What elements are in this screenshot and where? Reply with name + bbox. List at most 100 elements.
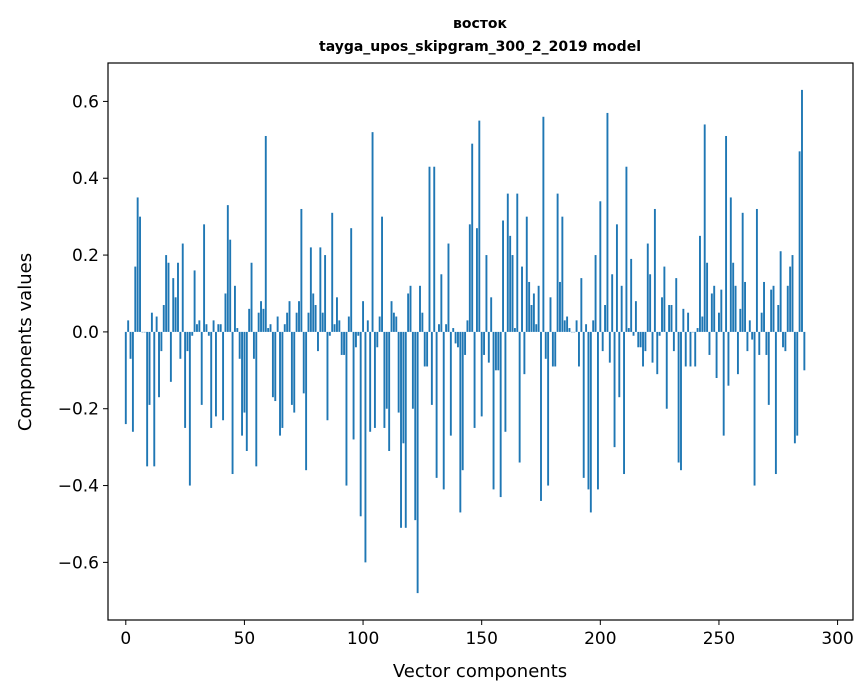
bar-280 [789,267,791,332]
bar-138 [452,328,454,332]
bar-162 [509,236,511,332]
bar-87 [331,213,333,332]
bar-227 [663,267,665,332]
bar-217 [640,332,642,347]
bar-144 [467,320,469,332]
bar-110 [386,332,388,409]
bar-202 [604,305,606,332]
bar-131 [436,332,438,478]
bar-170 [528,282,530,332]
bar-38 [215,332,217,417]
bar-218 [642,332,644,367]
bar-15 [160,332,162,351]
bar-245 [706,263,708,332]
bar-277 [782,332,784,347]
bar-249 [716,332,718,378]
bar-48 [239,332,241,359]
bar-265 [754,332,756,486]
bar-94 [348,317,350,332]
bar-133 [440,274,442,332]
bar-229 [668,305,670,332]
bar-262 [746,332,748,351]
bar-278 [784,332,786,351]
y-tick-label: 0.4 [72,169,99,189]
bar-222 [652,332,654,363]
bar-270 [765,332,767,355]
bar-114 [395,317,397,332]
bar-77 [308,313,310,332]
bar-40 [220,324,222,332]
bar-76 [305,332,307,470]
bar-84 [324,255,326,332]
bar-168 [523,332,525,374]
bar-136 [448,244,450,332]
bar-26 [187,332,189,351]
bar-246 [709,332,711,355]
bar-267 [758,332,760,355]
bar-57 [260,301,262,332]
bar-97 [355,332,357,347]
bar-2 [130,332,132,359]
bar-156 [495,332,497,370]
bar-42 [225,293,227,331]
bar-182 [557,194,559,332]
bar-31 [198,320,200,332]
bar-65 [279,332,281,436]
bar-19 [170,332,172,382]
bar-98 [357,332,359,336]
bar-210 [623,332,625,474]
bar-204 [609,332,611,363]
bar-92 [343,332,345,355]
bar-207 [616,224,618,332]
bar-223 [654,209,656,332]
x-tick-label: 150 [465,629,497,649]
bar-206 [614,332,616,447]
x-tick-label: 50 [234,629,256,649]
bar-154 [490,297,492,332]
bar-112 [391,301,393,332]
bar-195 [588,332,590,490]
bar-215 [635,301,637,332]
bar-116 [400,332,402,528]
bar-81 [317,332,319,351]
bar-183 [559,282,561,332]
bar-284 [799,151,801,332]
bar-27 [189,332,191,486]
bar-228 [666,332,668,409]
bar-163 [512,255,514,332]
bar-123 [417,332,419,593]
bar-13 [156,317,158,332]
bar-32 [201,332,203,405]
bar-20 [172,278,174,332]
bar-276 [780,251,782,332]
bar-212 [628,328,630,332]
bar-173 [535,324,537,332]
bar-12 [153,332,155,466]
bar-209 [621,286,623,332]
bar-121 [412,332,414,409]
bar-145 [469,224,471,332]
bar-119 [407,293,409,331]
bar-47 [236,328,238,332]
bar-82 [319,247,321,332]
bar-219 [644,332,646,351]
bar-247 [711,293,713,331]
bar-126 [424,332,426,367]
bar-127 [426,332,428,367]
bar-71 [293,332,295,413]
bar-56 [258,313,260,332]
x-tick-label: 0 [120,629,131,649]
bar-101 [364,332,366,562]
bar-113 [393,313,395,332]
bar-46 [234,286,236,332]
bar-91 [341,332,343,355]
bar-283 [796,332,798,436]
bar-4 [134,267,136,332]
bar-143 [464,332,466,355]
bar-134 [443,332,445,490]
bar-256 [732,263,734,332]
bar-78 [310,247,312,332]
bar-141 [459,332,461,513]
